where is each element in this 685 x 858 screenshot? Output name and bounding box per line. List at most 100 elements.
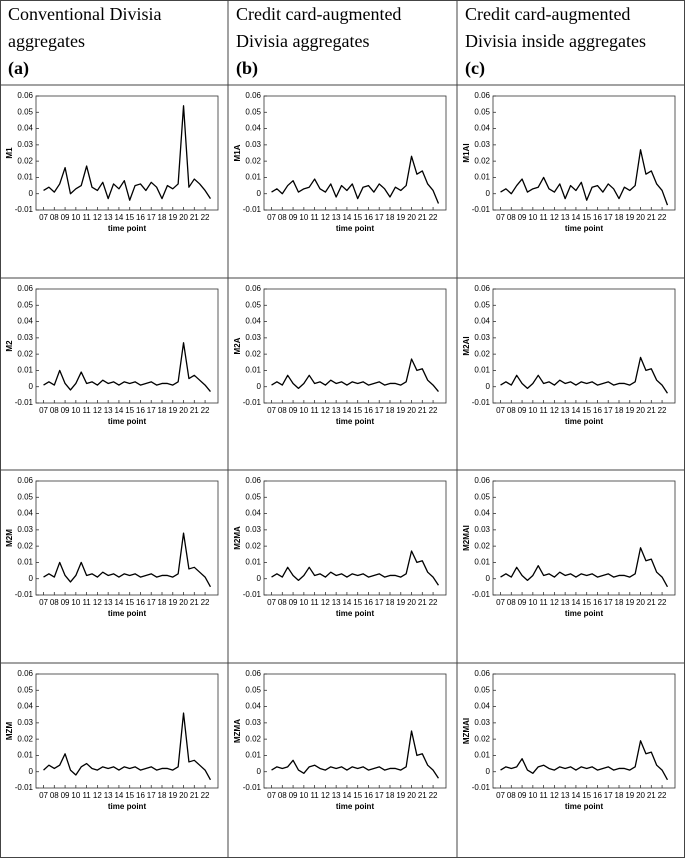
x-tick-label: 09 xyxy=(61,791,70,800)
x-tick-label: 21 xyxy=(190,598,199,607)
x-tick-label: 19 xyxy=(625,598,634,607)
y-tick-label: 0.04 xyxy=(474,702,490,711)
plot-area xyxy=(263,673,447,789)
x-tick-label: 11 xyxy=(82,598,91,607)
column-title: Conventional Divisia xyxy=(8,4,161,24)
y-tick-label: 0.01 xyxy=(474,558,490,567)
y-tick-label: 0.01 xyxy=(474,173,490,182)
x-tick-label: 07 xyxy=(267,213,276,222)
x-tick-label: 20 xyxy=(407,791,416,800)
plot-area xyxy=(263,288,447,404)
x-tick-label: 22 xyxy=(429,406,438,415)
x-tick-label: 18 xyxy=(158,406,167,415)
x-tick-label: 08 xyxy=(278,791,287,800)
x-tick-label: 14 xyxy=(114,598,123,607)
x-tick-label: 17 xyxy=(147,598,156,607)
y-tick-label: 0.01 xyxy=(245,173,261,182)
y-tick-label: 0.03 xyxy=(245,333,261,342)
x-axis-label: time point xyxy=(108,224,147,233)
x-tick-label: 10 xyxy=(528,598,537,607)
x-tick-label: 12 xyxy=(550,791,559,800)
y-tick-label: -0.01 xyxy=(243,205,262,214)
y-tick-label: 0.03 xyxy=(17,140,33,149)
x-tick-label: 13 xyxy=(104,406,113,415)
x-tick-label: 15 xyxy=(125,791,134,800)
x-tick-label: 10 xyxy=(528,791,537,800)
x-tick-label: 09 xyxy=(518,598,527,607)
y-tick-label: 0.06 xyxy=(17,669,33,678)
x-tick-label: 21 xyxy=(647,598,656,607)
y-tick-label: 0.01 xyxy=(245,558,261,567)
x-axis-label: time point xyxy=(108,802,147,811)
y-tick-label: 0.02 xyxy=(17,734,33,743)
column-title: Credit card-augmented xyxy=(465,4,630,24)
data-line xyxy=(43,342,211,393)
x-tick-label: 22 xyxy=(658,791,667,800)
y-tick-label: -0.01 xyxy=(243,783,262,792)
x-tick-label: 20 xyxy=(636,406,645,415)
y-tick-label: 0.05 xyxy=(245,300,261,309)
x-tick-label: 21 xyxy=(418,598,427,607)
x-tick-label: 15 xyxy=(125,598,134,607)
x-tick-label: 16 xyxy=(593,406,602,415)
x-tick-label: 16 xyxy=(364,406,373,415)
x-tick-label: 20 xyxy=(179,213,188,222)
y-tick-label: 0 xyxy=(486,382,491,391)
x-tick-label: 08 xyxy=(507,791,516,800)
x-tick-label: 15 xyxy=(125,406,134,415)
x-tick-label: 10 xyxy=(299,213,308,222)
y-axis-label: M2 xyxy=(5,340,14,352)
x-tick-label: 15 xyxy=(582,406,591,415)
data-line xyxy=(271,358,439,393)
y-axis-label: MZMA xyxy=(233,719,242,743)
y-tick-label: 0.05 xyxy=(17,300,33,309)
x-tick-label: 20 xyxy=(636,213,645,222)
y-tick-label: 0.04 xyxy=(17,702,33,711)
y-tick-label: 0.01 xyxy=(474,366,490,375)
x-tick-label: 08 xyxy=(50,213,59,222)
x-tick-label: 21 xyxy=(647,791,656,800)
y-tick-label: -0.01 xyxy=(243,590,262,599)
x-tick-label: 16 xyxy=(364,598,373,607)
x-tick-label: 17 xyxy=(147,213,156,222)
x-tick-label: 15 xyxy=(582,213,591,222)
y-tick-label: 0.04 xyxy=(245,124,261,133)
x-tick-label: 10 xyxy=(71,791,80,800)
data-line xyxy=(271,550,440,586)
x-tick-label: 15 xyxy=(353,406,362,415)
x-tick-label: 14 xyxy=(114,791,123,800)
y-tick-label: 0.06 xyxy=(474,284,490,293)
x-tick-label: 10 xyxy=(71,406,80,415)
x-tick-label: 19 xyxy=(396,406,405,415)
y-tick-label: 0.04 xyxy=(17,317,33,326)
y-tick-label: 0.01 xyxy=(17,173,33,182)
y-tick-label: 0.03 xyxy=(245,718,261,727)
data-line xyxy=(271,730,440,779)
x-tick-label: 20 xyxy=(407,598,416,607)
x-tick-label: 12 xyxy=(321,213,330,222)
y-tick-label: 0.01 xyxy=(17,558,33,567)
y-axis-label: M2A xyxy=(233,337,242,354)
x-tick-label: 09 xyxy=(61,598,70,607)
y-tick-label: 0.05 xyxy=(17,107,33,116)
x-tick-label: 20 xyxy=(636,791,645,800)
x-tick-label: 18 xyxy=(386,598,395,607)
x-tick-label: 11 xyxy=(310,791,319,800)
y-tick-label: 0.06 xyxy=(17,476,33,485)
x-tick-label: 08 xyxy=(278,598,287,607)
column-title: Divisia aggregates xyxy=(236,31,369,51)
y-axis-label: M2M xyxy=(5,529,14,547)
data-line xyxy=(500,740,669,781)
x-tick-label: 11 xyxy=(82,406,91,415)
y-tick-label: 0.06 xyxy=(17,284,33,293)
x-tick-label: 18 xyxy=(615,213,624,222)
column-title: Credit card-augmented xyxy=(236,4,401,24)
x-tick-label: 16 xyxy=(593,213,602,222)
x-tick-label: 08 xyxy=(278,406,287,415)
y-axis-label: M2MAI xyxy=(462,525,471,551)
x-tick-label: 14 xyxy=(342,213,351,222)
x-tick-label: 16 xyxy=(364,791,373,800)
x-tick-label: 19 xyxy=(396,598,405,607)
x-tick-label: 08 xyxy=(50,406,59,415)
